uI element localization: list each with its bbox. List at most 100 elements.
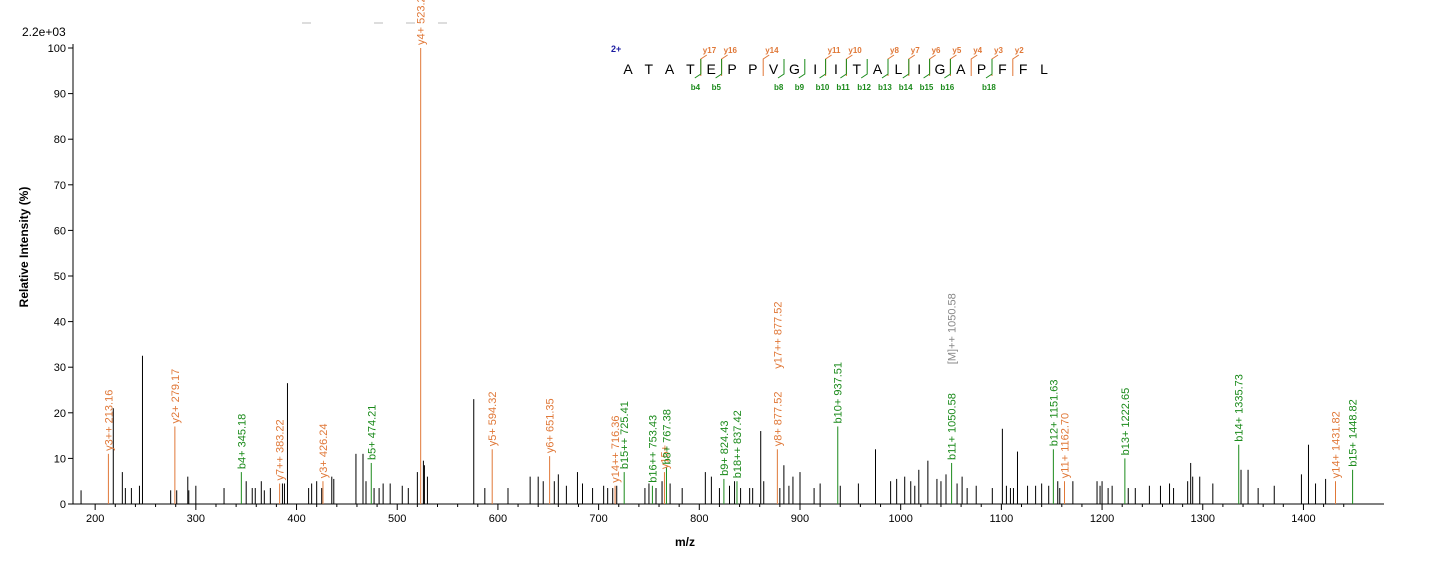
peak-annotation: b5+ 474.21 xyxy=(366,405,378,460)
y-ion-label: y10 xyxy=(848,46,862,55)
y-tick-label: 70 xyxy=(54,180,66,192)
x-axis-ticks: 200 300 400 500 600 700 800 900 1000 1100 1200 1300… xyxy=(86,504,1345,525)
peak-annotation: b18++ 837.42 xyxy=(732,410,744,478)
b-ion-bracket xyxy=(840,59,847,79)
b-ion-bracket xyxy=(985,59,993,79)
y-ion-bracket xyxy=(908,54,916,76)
peak-annotation: y8+ 877.52 xyxy=(772,392,784,447)
b-ion-bracket xyxy=(923,59,931,79)
sequence-residue: I xyxy=(813,61,817,77)
peak-annotation: b15+ 1448.82 xyxy=(1348,399,1360,467)
b-ion-bracket xyxy=(819,59,827,79)
x-tick-label: 400 xyxy=(287,513,305,525)
sequence-residue: L xyxy=(895,61,903,77)
sequence-residue: T xyxy=(645,61,654,77)
y-tick-label: 50 xyxy=(54,271,66,283)
peak-annotation: y14+ 1431.82 xyxy=(1330,411,1342,478)
x-tick-label: 500 xyxy=(388,513,406,525)
sequence-residue: I xyxy=(834,61,838,77)
peak-annotation: b16++ 753.43 xyxy=(647,415,659,483)
b-ion-label: b4 xyxy=(691,83,701,92)
y-tick-label: 20 xyxy=(54,408,66,420)
peak-annotation: b10+ 937.51 xyxy=(833,362,845,423)
b-ion-label: b13 xyxy=(878,83,892,92)
sequence-residue: P xyxy=(977,61,986,77)
sequence-residue: V xyxy=(769,61,779,77)
peak-annotation: b14+ 1335.73 xyxy=(1234,374,1246,442)
y-ion-label: y8 xyxy=(890,46,899,55)
sequence-residue: G xyxy=(789,61,800,77)
sequence-residue: L xyxy=(1040,61,1048,77)
x-tick-label: 1100 xyxy=(990,513,1014,525)
peak-annotation: y11+ 1162.70 xyxy=(1060,413,1072,478)
sequence-residue: A xyxy=(956,61,966,77)
sequence-residue: A xyxy=(623,61,633,77)
sequence-residue: P xyxy=(727,61,736,77)
b-ion-bracket xyxy=(694,59,702,79)
b-ion-label: b5 xyxy=(712,83,722,92)
b-ion-bracket xyxy=(860,59,868,79)
b-ion-label: b8 xyxy=(774,83,784,92)
y-tick-label: 10 xyxy=(54,453,66,465)
peak-annotation: y6+ 651.35 xyxy=(545,398,557,453)
x-tick-label: 600 xyxy=(489,513,507,525)
x-tick-label: 1000 xyxy=(888,513,912,525)
unmatched-peaks xyxy=(80,355,1327,504)
sequence-residue: G xyxy=(935,61,946,77)
y-tick-label: 90 xyxy=(54,89,66,101)
b-ion-label: b16 xyxy=(940,83,954,92)
y-ion-bracket xyxy=(1012,54,1020,76)
peak-annotation: b15++ 725.41 xyxy=(619,401,631,469)
y-tick-label: 100 xyxy=(48,43,66,55)
sequence-residue: E xyxy=(707,61,716,77)
peak-annotation: b8+ 767.38 xyxy=(661,409,673,464)
y-ion-label: y7 xyxy=(911,46,920,55)
intensity-scale-label: 2.2e+03 xyxy=(22,25,66,39)
b-ion-bracket xyxy=(902,59,910,79)
peak-annotation: b12+ 1151.63 xyxy=(1048,379,1060,446)
peak-annotation: b13+ 1222.65 xyxy=(1120,388,1132,456)
peak-annotation: b11+ 1050.58 xyxy=(947,393,959,460)
peak-annotation: y17++ 877.52 xyxy=(772,301,784,368)
x-tick-label: 1300 xyxy=(1191,513,1215,525)
b-ion-bracket xyxy=(881,59,889,79)
x-tick-label: 1200 xyxy=(1090,513,1114,525)
b-ion-label: b10 xyxy=(816,83,830,92)
precursor-charge: 2+ xyxy=(611,44,621,54)
sequence-residue: T xyxy=(686,61,695,77)
y-ion-label: y16 xyxy=(724,46,738,55)
y-ion-label: y2 xyxy=(1015,46,1024,55)
sequence-residue: F xyxy=(998,61,1007,77)
y-ion-bracket xyxy=(991,54,999,76)
b-ion-label: b14 xyxy=(899,83,913,92)
y-ion-bracket xyxy=(970,54,978,76)
x-tick-label: 1400 xyxy=(1291,513,1315,525)
y-ion-label: y14 xyxy=(765,46,779,55)
b-ion-bracket xyxy=(944,59,951,79)
sequence-residue: T xyxy=(853,61,862,77)
y-ion-label: y3 xyxy=(994,46,1003,55)
b-ion-bracket xyxy=(777,59,785,79)
y-ion-label: y11 xyxy=(828,46,841,55)
y-ion-label: y17 xyxy=(703,46,717,55)
peak-annotation: y5+ 594.32 xyxy=(487,392,499,447)
y-axis-ticks: 0 10 20 30 40 50 60 70 80 90 100 xyxy=(48,43,73,511)
b-ion-label: b18 xyxy=(982,83,996,92)
peak-annotation: y4+ 523.29 xyxy=(416,0,428,45)
y-ion-bracket xyxy=(762,54,770,76)
peak-annotation: y7++ 383.22 xyxy=(275,419,287,480)
peak-labels: y3++ 213.16 y2+ 279.17 b4+ 345.18 y7++ 383.… xyxy=(103,0,1359,483)
peak-annotation: b9+ 824.43 xyxy=(719,421,731,476)
y-axis-title: Relative Intensity (%) xyxy=(17,187,31,308)
b-ion-bracket xyxy=(798,59,806,79)
b-ion-label: b9 xyxy=(795,83,805,92)
x-tick-label: 800 xyxy=(690,513,708,525)
y-ion-bracket xyxy=(887,54,895,76)
peak-annotation: [M]++ 1050.58 xyxy=(947,293,959,364)
peak-annotation: y2+ 279.17 xyxy=(170,369,182,424)
sequence-residue: P xyxy=(748,61,757,77)
matched-peaks xyxy=(107,48,1354,504)
y-tick-label: 80 xyxy=(54,134,66,146)
